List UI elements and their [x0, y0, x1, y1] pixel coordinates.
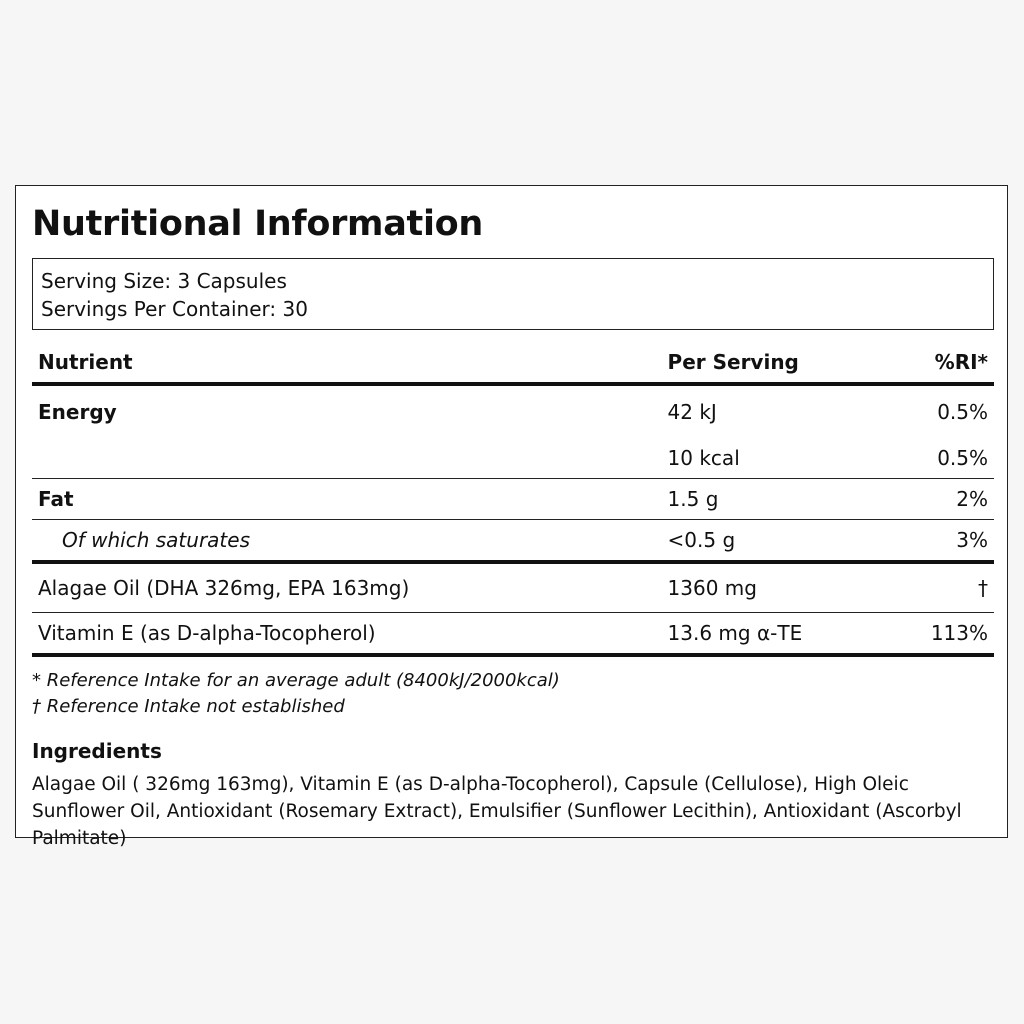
page-title: Nutritional Information	[32, 204, 484, 244]
nutrient-name: Vitamin E (as D-alpha-Tocopherol)	[32, 612, 662, 657]
per-serving-value: 1360 mg	[661, 562, 925, 613]
per-serving-value: 1.5 g	[661, 478, 925, 520]
nutrient-name	[32, 438, 662, 479]
ri-value: 3%	[924, 519, 994, 564]
ri-value: 0.5%	[937, 400, 988, 424]
nutrition-table: Nutrient Per Serving %RI* Energy 42 kJ 0…	[32, 342, 994, 657]
table-header-row: Nutrient Per Serving %RI*	[32, 342, 994, 386]
per-serving-value: 10 kcal	[661, 438, 925, 479]
table-row: Energy 42 kJ 0.5%	[32, 384, 994, 438]
table-row: Vitamin E (as D-alpha-Tocopherol) 13.6 m…	[32, 612, 994, 657]
serving-size: Serving Size: 3 Capsules	[41, 269, 287, 293]
per-serving-value: 42 kJ	[667, 400, 717, 424]
servings-per-container: Servings Per Container: 30	[41, 297, 308, 321]
nutrition-panel: Nutritional Information Serving Size: 3 …	[15, 185, 1008, 849]
nutrient-name: Alagae Oil (DHA 326mg, EPA 163mg)	[32, 562, 662, 613]
nutrient-name: Energy	[38, 400, 117, 424]
footnotes: * Reference Intake for an average adult …	[32, 668, 560, 720]
footnote-reference-intake: * Reference Intake for an average adult …	[32, 670, 560, 691]
ri-value: 0.5%	[924, 438, 994, 479]
header-per-serving: Per Serving	[661, 342, 925, 386]
ri-value: 2%	[924, 478, 994, 520]
table-row: Fat 1.5 g 2%	[32, 478, 994, 520]
footnote-not-established: † Reference Intake not established	[32, 696, 345, 717]
ri-value: 113%	[924, 612, 994, 657]
header-ri: %RI*	[924, 342, 994, 386]
table-row: Alagae Oil (DHA 326mg, EPA 163mg) 1360 m…	[32, 562, 994, 613]
ri-value: †	[924, 562, 994, 613]
nutrient-name: Of which saturates	[32, 519, 662, 564]
nutrient-name: Fat	[32, 478, 662, 520]
per-serving-value: <0.5 g	[661, 519, 925, 564]
table-row: Of which saturates <0.5 g 3%	[32, 519, 994, 564]
ingredients-text: Alagae Oil ( 326mg 163mg), Vitamin E (as…	[32, 774, 962, 849]
table-row: 10 kcal 0.5%	[32, 438, 994, 479]
per-serving-value: 13.6 mg α-TE	[661, 612, 925, 657]
serving-info-box: Serving Size: 3 Capsules Servings Per Co…	[32, 258, 994, 330]
header-nutrient: Nutrient	[32, 342, 662, 386]
ingredients-title: Ingredients	[32, 739, 162, 763]
